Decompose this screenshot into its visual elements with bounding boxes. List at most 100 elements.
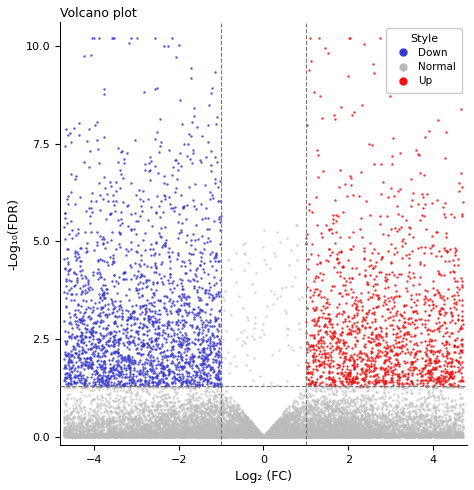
Point (129, 418, 137, 426)
Point (300, 422, 308, 430)
Point (453, 429, 461, 437)
Point (327, 430, 335, 438)
Point (277, 431, 284, 439)
Point (262, 431, 269, 439)
Point (444, 383, 451, 391)
Point (253, 432, 261, 440)
Point (129, 428, 137, 436)
Point (363, 352, 371, 360)
Point (339, 431, 346, 439)
Point (316, 429, 324, 437)
Point (328, 429, 335, 437)
Point (420, 432, 428, 440)
Point (135, 427, 142, 435)
Point (396, 431, 404, 439)
Point (290, 406, 298, 414)
Point (173, 431, 181, 439)
Point (192, 432, 200, 440)
Point (394, 431, 402, 439)
Point (272, 430, 280, 438)
Point (286, 431, 293, 439)
Point (316, 386, 324, 393)
Point (191, 431, 198, 439)
Point (105, 431, 112, 439)
Point (302, 433, 310, 441)
Point (78, 428, 86, 436)
Point (279, 410, 286, 418)
Point (102, 325, 109, 333)
Point (220, 416, 228, 423)
Point (109, 251, 117, 259)
Point (274, 432, 282, 440)
Point (283, 415, 291, 423)
Point (217, 422, 225, 430)
Point (301, 426, 309, 434)
Point (134, 433, 142, 441)
Point (333, 360, 341, 368)
Point (358, 403, 365, 411)
Point (69, 433, 77, 441)
Point (193, 432, 201, 440)
Point (84, 432, 91, 440)
Point (295, 409, 302, 416)
Point (277, 429, 284, 437)
Point (62, 432, 69, 440)
Point (267, 426, 274, 434)
Point (229, 428, 237, 436)
Point (201, 356, 208, 364)
Point (330, 376, 337, 384)
Point (374, 428, 381, 436)
Point (296, 408, 304, 416)
Point (449, 432, 457, 440)
Point (313, 362, 320, 369)
Point (328, 428, 335, 436)
Point (302, 432, 310, 440)
Point (174, 347, 182, 355)
Point (251, 430, 259, 438)
Point (384, 426, 392, 434)
Point (357, 349, 365, 357)
Point (422, 344, 429, 352)
Point (259, 433, 267, 441)
Point (122, 251, 129, 259)
Point (172, 156, 180, 164)
Point (87, 431, 95, 439)
Point (368, 427, 376, 435)
Point (383, 432, 390, 440)
Point (318, 372, 325, 380)
Point (127, 321, 135, 329)
Point (349, 378, 357, 386)
Point (313, 426, 320, 434)
Point (62, 425, 70, 433)
Point (385, 417, 392, 425)
Point (105, 431, 112, 439)
Point (170, 421, 178, 429)
Point (130, 415, 138, 422)
Point (444, 247, 451, 255)
Point (408, 432, 415, 440)
Point (70, 429, 77, 437)
Point (421, 363, 428, 371)
Point (251, 432, 258, 440)
Point (168, 425, 176, 433)
Point (338, 403, 346, 411)
Point (301, 421, 309, 429)
Point (82, 382, 89, 390)
Point (289, 418, 297, 426)
Point (310, 431, 317, 439)
Point (303, 392, 310, 400)
Point (351, 420, 359, 428)
Point (291, 431, 298, 439)
Point (175, 210, 183, 218)
Point (205, 431, 212, 439)
Point (261, 432, 269, 440)
Point (88, 364, 95, 372)
Point (408, 431, 416, 439)
Point (191, 368, 198, 375)
Point (105, 427, 113, 435)
Point (187, 422, 195, 430)
Point (347, 432, 355, 440)
Point (395, 428, 403, 436)
Point (154, 279, 161, 287)
Point (368, 403, 375, 411)
